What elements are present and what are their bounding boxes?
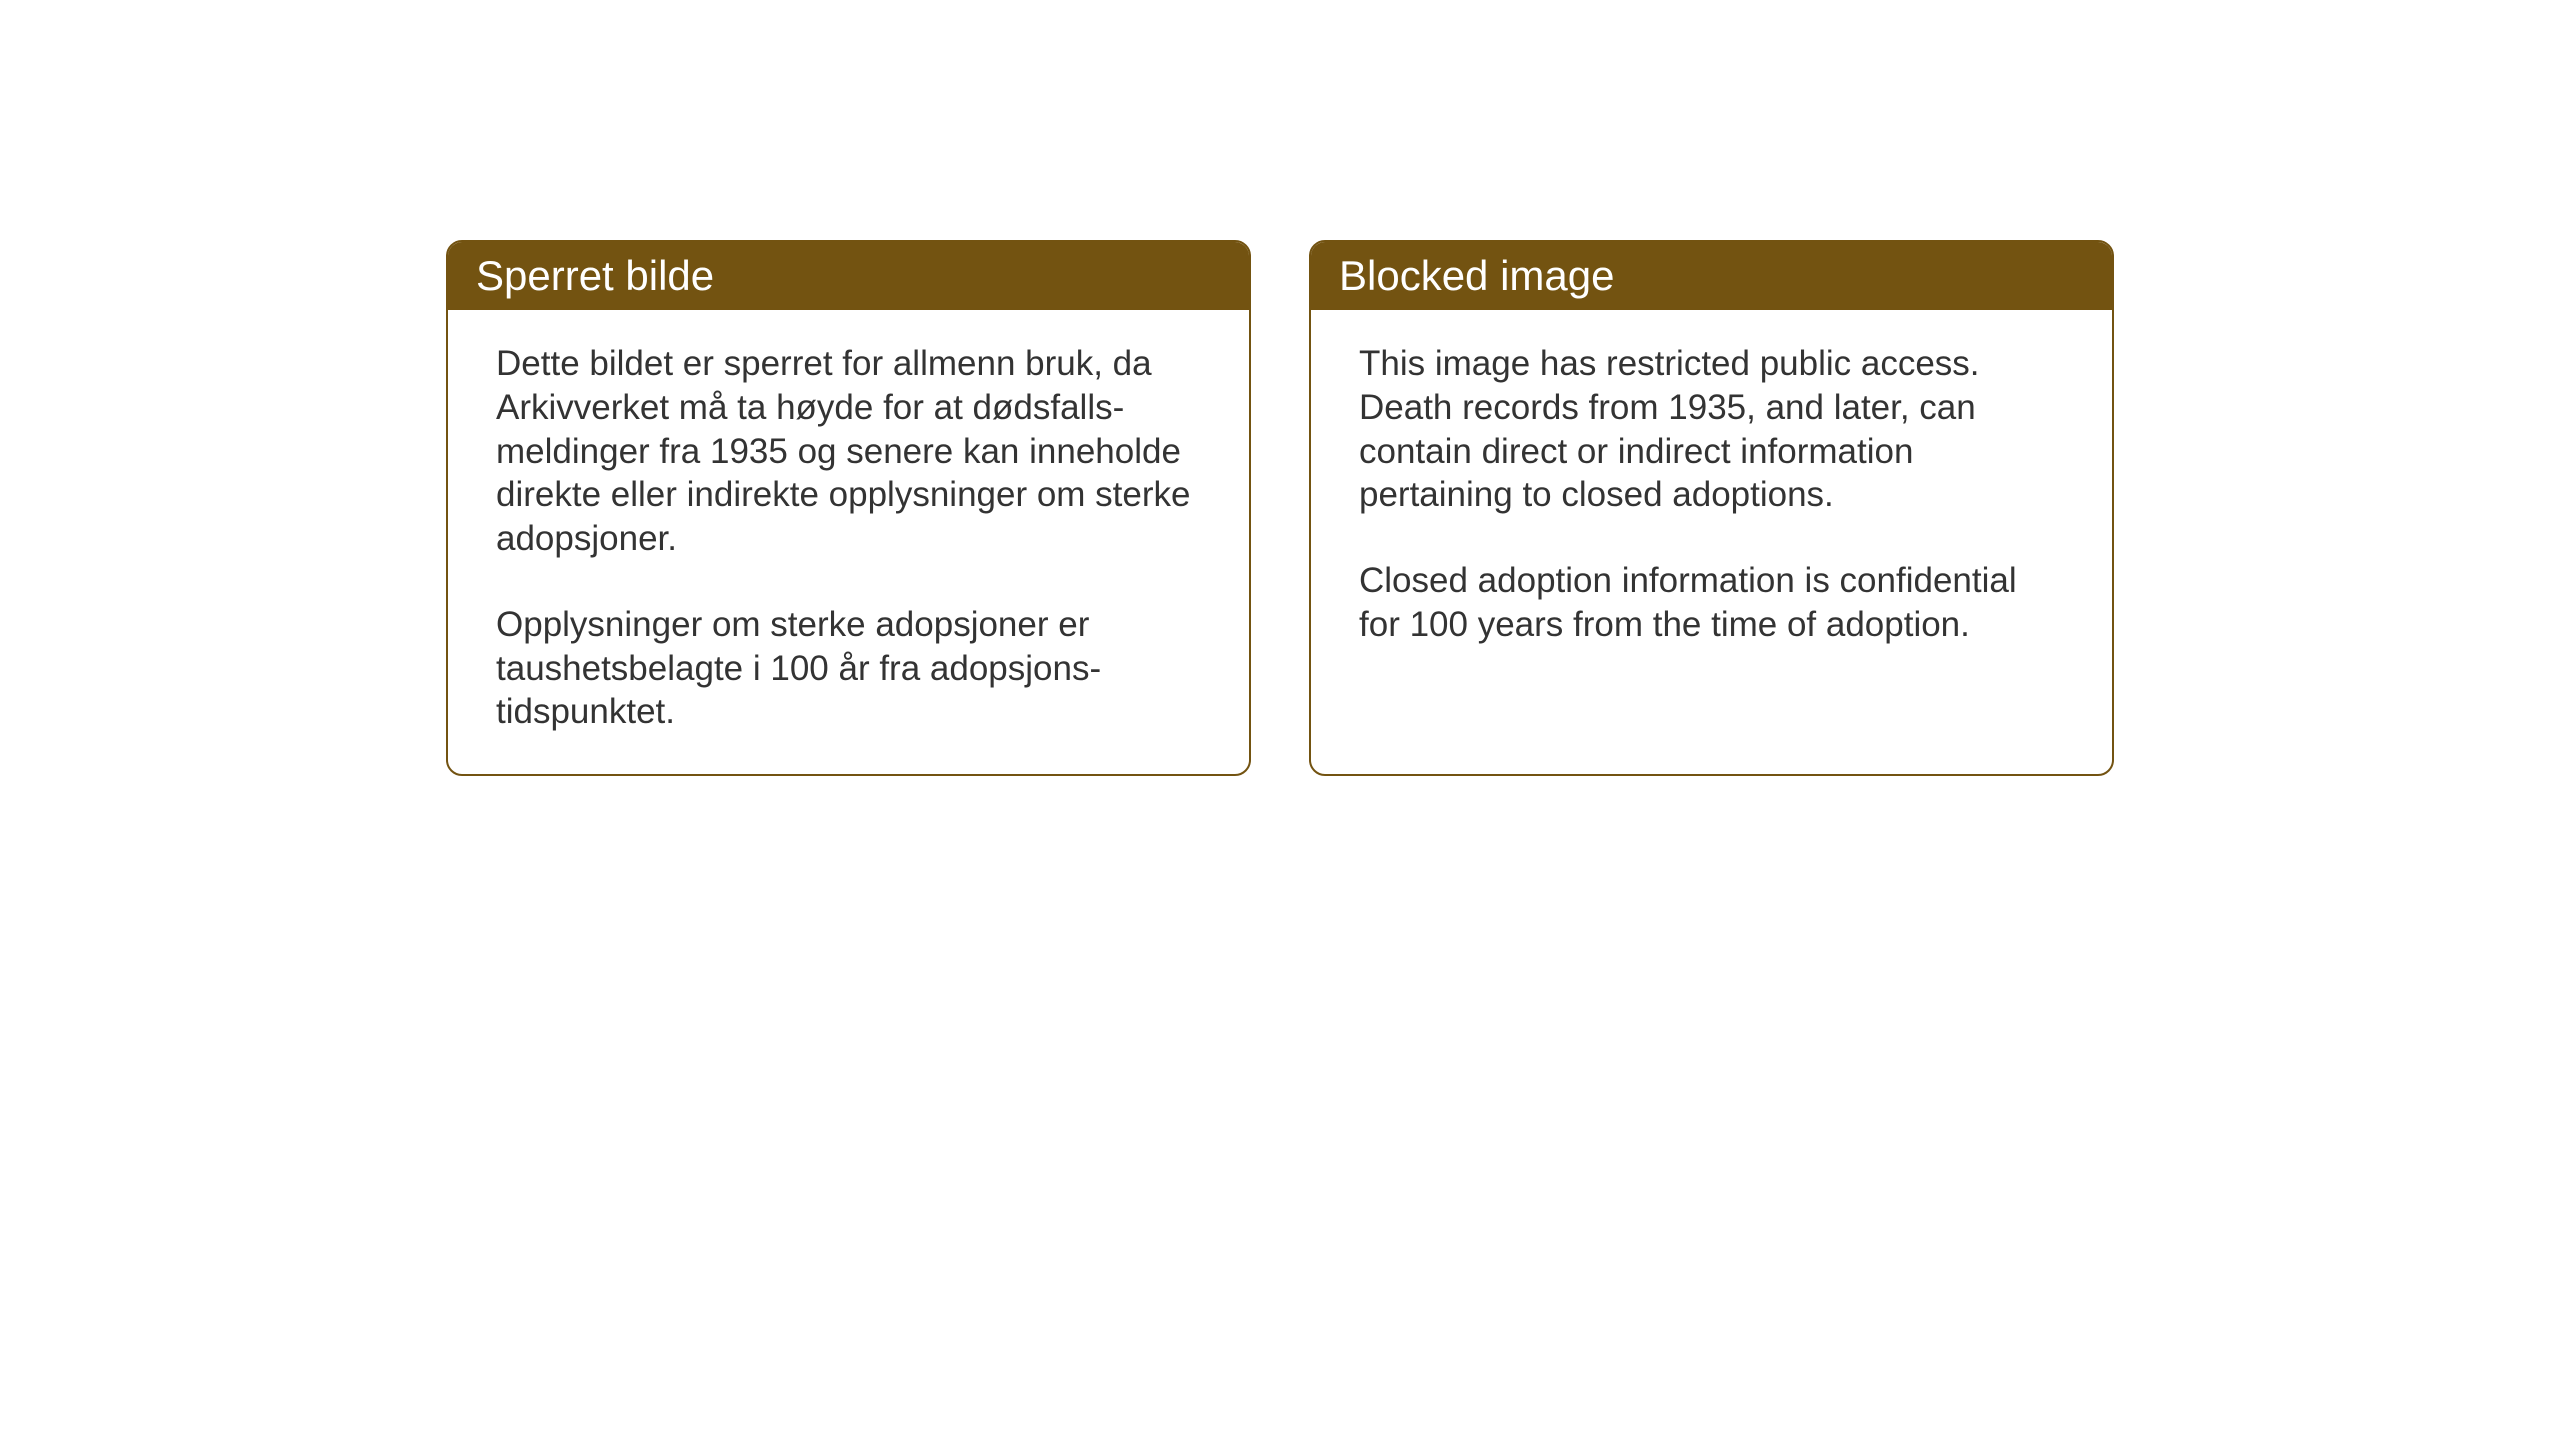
notice-card-norwegian: Sperret bilde Dette bildet er sperret fo… — [446, 240, 1251, 776]
card-body-norwegian: Dette bildet er sperret for allmenn bruk… — [448, 310, 1249, 774]
notice-cards-container: Sperret bilde Dette bildet er sperret fo… — [446, 240, 2114, 776]
card-paragraph-2-norwegian: Opplysninger om sterke adopsjoner er tau… — [496, 603, 1201, 734]
card-title-norwegian: Sperret bilde — [476, 252, 1221, 300]
card-body-english: This image has restricted public access.… — [1311, 310, 2112, 687]
card-paragraph-1-english: This image has restricted public access.… — [1359, 342, 2064, 517]
card-paragraph-1-norwegian: Dette bildet er sperret for allmenn bruk… — [496, 342, 1201, 561]
card-title-english: Blocked image — [1339, 252, 2084, 300]
card-header-norwegian: Sperret bilde — [448, 242, 1249, 310]
card-paragraph-2-english: Closed adoption information is confident… — [1359, 559, 2064, 647]
notice-card-english: Blocked image This image has restricted … — [1309, 240, 2114, 776]
card-header-english: Blocked image — [1311, 242, 2112, 310]
